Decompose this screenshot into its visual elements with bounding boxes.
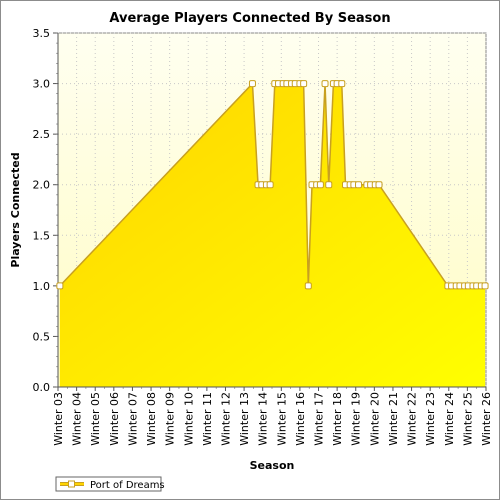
- x-tick-label: Winter 26: [480, 392, 493, 446]
- data-point: [56, 282, 64, 290]
- x-tick-label: Winter 03: [52, 392, 65, 446]
- x-tick-label: Winter 12: [219, 392, 232, 446]
- y-tick-label: 2.0: [33, 179, 51, 192]
- y-tick-label: 2.5: [33, 128, 51, 141]
- x-tick-label: Winter 20: [368, 392, 381, 446]
- data-point: [481, 282, 489, 290]
- y-tick-label: 3.0: [33, 78, 51, 91]
- x-tick-label: Winter 24: [443, 392, 456, 446]
- y-tick-label: 0.0: [33, 381, 51, 394]
- y-axis-title: Players Connected: [9, 152, 22, 267]
- y-tick-label: 0.5: [33, 330, 51, 343]
- x-tick-label: Winter 06: [108, 392, 121, 446]
- x-tick-label: Winter 16: [294, 392, 307, 446]
- axes: 0.0 0.5 1.0 1.5 2.0 2.5 3.0 3.5 Winter 03 Winter …: [33, 27, 494, 446]
- x-tick-label: Winter 21: [387, 392, 400, 446]
- x-tick-label: Winter 15: [275, 392, 288, 446]
- data-point: [325, 181, 333, 189]
- data-point: [300, 80, 308, 88]
- data-point: [316, 181, 324, 189]
- x-tick-label: Winter 17: [313, 392, 326, 446]
- legend-box: [55, 476, 162, 492]
- data-point: [355, 181, 363, 189]
- x-tick-label: Winter 07: [126, 392, 139, 446]
- x-tick-label: Winter 18: [331, 392, 344, 446]
- data-point: [375, 181, 383, 189]
- y-tick-label: 1.5: [33, 229, 51, 242]
- x-tick-label: Winter 05: [89, 392, 102, 446]
- x-tick-label: Winter 10: [182, 392, 195, 446]
- data-point: [266, 181, 274, 189]
- legend: Port of Dreams: [55, 476, 165, 492]
- data-point: [321, 80, 329, 88]
- y-tick-label: 1.0: [33, 280, 51, 293]
- series-area: [59, 83, 486, 387]
- x-tick-label: Winter 09: [164, 392, 177, 446]
- x-tick-label: Winter 13: [238, 392, 251, 446]
- x-tick-label: Winter 23: [424, 392, 437, 446]
- x-tick-label: Winter 11: [201, 392, 214, 446]
- x-tick-label: Winter 19: [350, 392, 363, 446]
- legend-label-port-of-dreams: Port of Dreams: [90, 480, 165, 491]
- series-markers: [56, 80, 489, 290]
- x-tick-label: Winter 25: [461, 392, 474, 446]
- y-tick-label: 3.5: [33, 27, 51, 40]
- x-tick-label: Winter 04: [71, 392, 84, 446]
- x-axis-title: Season: [250, 459, 295, 472]
- x-tick-label: Winter 22: [406, 392, 419, 446]
- chart-title: Average Players Connected By Season: [109, 11, 390, 26]
- data-point: [304, 282, 312, 290]
- legend-swatch-marker: [68, 480, 75, 488]
- x-tick-label: Winter 14: [257, 392, 270, 446]
- data-point: [248, 80, 256, 88]
- data-point: [338, 80, 346, 88]
- x-tick-label: Winter 08: [145, 392, 158, 446]
